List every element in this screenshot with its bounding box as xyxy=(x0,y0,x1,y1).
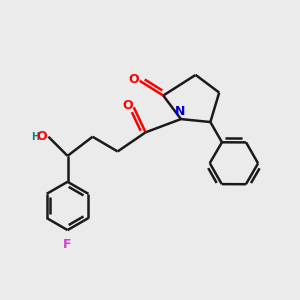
Text: O: O xyxy=(36,130,47,143)
Text: O: O xyxy=(128,73,139,86)
Text: F: F xyxy=(63,238,72,251)
Text: O: O xyxy=(122,99,133,112)
Text: N: N xyxy=(175,105,185,118)
Text: H: H xyxy=(32,132,40,142)
